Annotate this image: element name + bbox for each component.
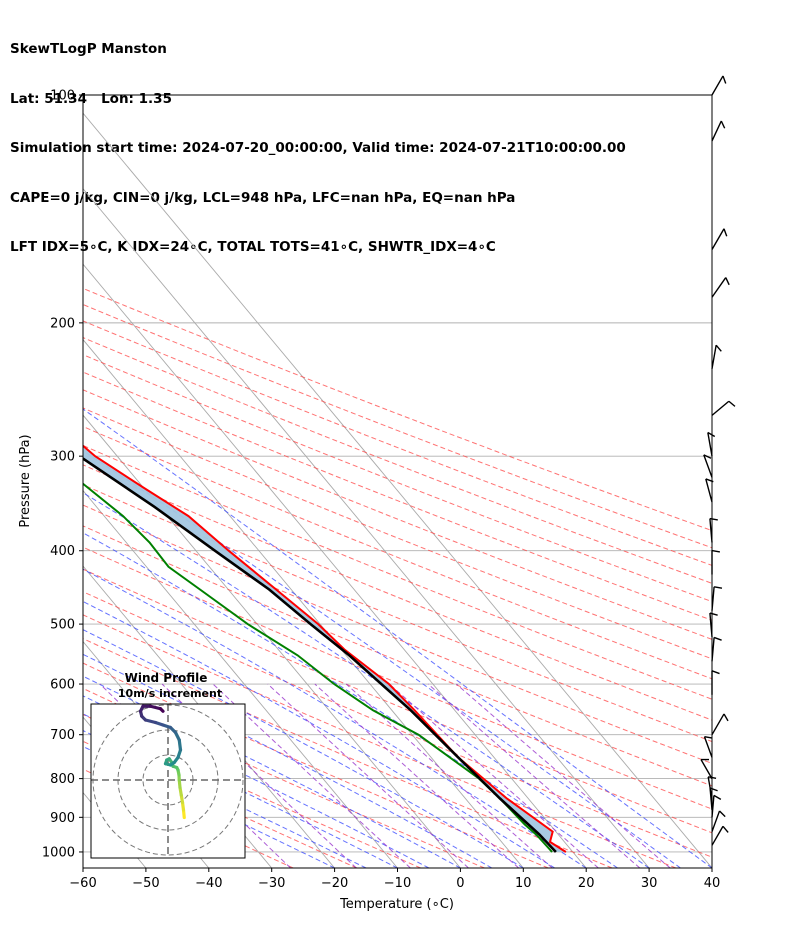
wind-barb <box>711 277 730 298</box>
isotherm-line <box>83 414 461 868</box>
wind-barb <box>711 344 722 369</box>
isotherm-line <box>83 112 712 868</box>
wind-barb <box>707 431 716 457</box>
hodograph-frame <box>90 703 246 859</box>
y-tick-label: 400 <box>50 544 75 559</box>
moist-adiabat-line <box>83 568 587 868</box>
wind-barb <box>711 228 728 250</box>
wind-barb <box>700 758 713 779</box>
x-tick-label: 20 <box>578 876 595 891</box>
hodograph-trace-segment <box>148 704 163 711</box>
hodograph-trace-segment <box>177 738 183 752</box>
dry-adiabat-line <box>83 638 613 868</box>
x-tick-label: 0 <box>456 876 464 891</box>
isotherm-line <box>83 489 398 868</box>
x-tick-label: 40 <box>704 876 721 891</box>
dry-adiabat-line <box>83 303 712 549</box>
wind-barb <box>711 120 726 142</box>
mixing-ratio-line <box>345 683 553 868</box>
mixing-ratio-line <box>314 683 520 868</box>
wind-barb <box>711 794 722 818</box>
mixing-ratio-line <box>456 683 671 868</box>
y-tick-label: 600 <box>50 678 75 693</box>
wind-barb <box>711 400 736 416</box>
chart-header: SkewTLogP Manston Lat: 51.34 Lon: 1.35 S… <box>10 8 626 272</box>
hodograph-title: Wind Profile <box>125 671 208 685</box>
x-tick-label: −40 <box>195 876 222 891</box>
y-tick-label: 200 <box>50 316 75 331</box>
x-tick-label: −60 <box>69 876 96 891</box>
station-title: SkewTLogP Manston <box>10 41 167 57</box>
x-axis-label: Temperature (∘C) <box>339 897 454 912</box>
cape-shaded-area <box>83 445 566 852</box>
wind-barb <box>711 586 723 611</box>
dry-adiabat-line <box>83 354 712 603</box>
y-tick-label: 100 <box>50 89 75 104</box>
dry-adiabat-line <box>83 568 712 834</box>
isotherm-line <box>83 187 650 868</box>
dry-adiabat-line <box>83 337 712 584</box>
x-tick-label: 30 <box>641 876 658 891</box>
dry-adiabat-line <box>83 389 712 640</box>
dewpoint-profile-line <box>83 482 553 853</box>
wind-barb <box>711 636 722 662</box>
moist-adiabat-line <box>83 450 681 868</box>
dry-adiabat-line <box>83 662 549 868</box>
y-axis-label: Pressure (hPa) <box>18 434 33 527</box>
moist-adiabat-line <box>83 600 556 868</box>
simulation-times: Simulation start time: 2024-07-20_00:00:… <box>10 140 626 156</box>
mixing-ratio-line <box>267 683 469 868</box>
hodograph-subtitle: 10m/s increment <box>118 687 222 700</box>
moist-adiabat-line <box>83 653 493 868</box>
wind-barb <box>711 75 727 96</box>
hodograph-trace-segment <box>143 718 158 725</box>
wind-barb <box>709 612 718 638</box>
dry-adiabat-line <box>83 425 712 680</box>
dry-adiabat-line <box>83 713 421 868</box>
y-tick-label: 700 <box>50 728 75 743</box>
stability-indices: LFT IDX=5∘C, K IDX=24∘C, TOTAL TOTS=41∘C… <box>10 239 496 255</box>
dry-adiabat-line <box>83 525 712 787</box>
isotherm-line <box>83 338 524 868</box>
x-tick-label: −10 <box>384 876 411 891</box>
parcel-profile-line <box>83 456 557 853</box>
wind-barb <box>711 670 720 695</box>
dry-adiabat-line <box>83 371 712 621</box>
wind-barb <box>709 517 718 543</box>
moist-adiabat-line <box>83 730 367 868</box>
dry-adiabat-line <box>83 444 712 700</box>
moist-adiabat-line <box>83 675 461 868</box>
wind-barb <box>703 736 713 758</box>
x-tick-label: −30 <box>258 876 285 891</box>
mixing-ratio-line <box>212 683 411 868</box>
x-tick-label: −20 <box>321 876 348 891</box>
x-tick-label: −50 <box>132 876 159 891</box>
moist-adiabat-line <box>83 629 524 868</box>
moist-adiabat-line <box>83 408 712 868</box>
wind-barb <box>711 825 729 846</box>
mixing-ratio-line <box>389 683 599 868</box>
isotherm-line <box>83 867 84 868</box>
y-tick-label: 500 <box>50 618 75 633</box>
hodograph-trace-segment <box>158 707 165 713</box>
y-tick-label: 900 <box>50 811 75 826</box>
dry-adiabat-line <box>83 591 712 858</box>
temperature-profile-line <box>83 444 567 853</box>
hodograph-inset: Wind Profile 10m/s increment <box>90 671 246 859</box>
moist-adiabat-line <box>83 713 398 868</box>
wind-barb <box>711 713 729 736</box>
mixing-ratio-line <box>427 683 641 868</box>
wind-barb <box>703 454 713 478</box>
x-tick-label: 10 <box>515 876 532 891</box>
y-tick-label: 800 <box>50 772 75 787</box>
isotherm-line <box>83 263 587 868</box>
dry-adiabat-line <box>83 464 712 721</box>
wind-barb <box>711 549 721 575</box>
y-tick-label: 300 <box>50 450 75 465</box>
wind-barb <box>711 810 726 832</box>
y-tick-label: 1000 <box>42 845 75 860</box>
